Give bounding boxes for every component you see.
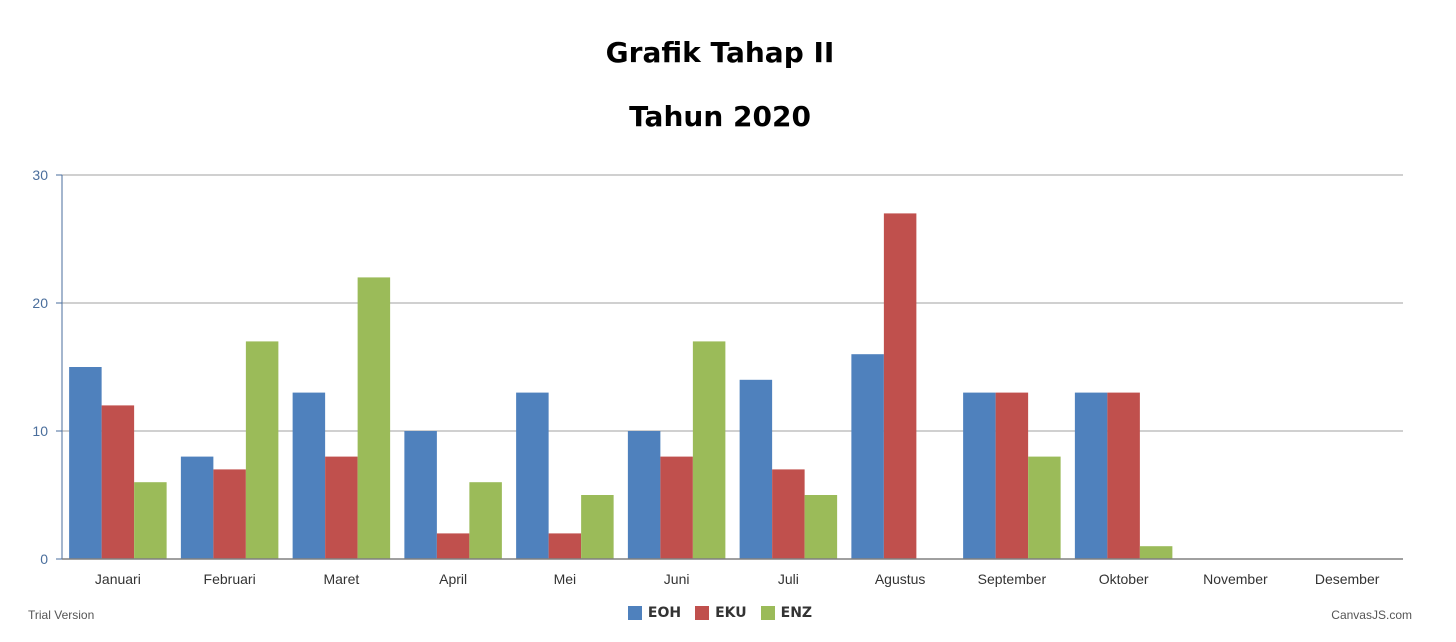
bar-enz: [581, 495, 614, 559]
x-tick-label: Januari: [95, 571, 141, 587]
bar-eoh: [851, 354, 884, 559]
bar-eoh: [739, 379, 773, 559]
bar-eku: [883, 213, 917, 559]
y-tick-label: 0: [40, 551, 48, 567]
y-tick-label: 10: [32, 423, 48, 439]
x-tick-label: Mei: [554, 571, 577, 587]
bar-eoh: [69, 367, 102, 559]
bars: [69, 213, 1173, 559]
legend-swatch: [627, 606, 642, 620]
bar-eoh: [627, 431, 661, 559]
gridlines: [62, 174, 1403, 432]
y-tick-label: 20: [32, 295, 48, 311]
legend-item-enz[interactable]: ENZ: [760, 605, 813, 621]
bar-enz: [469, 482, 502, 559]
legend-label: EKU: [715, 605, 747, 621]
bar-eoh: [404, 431, 437, 559]
bar-eku: [213, 469, 246, 559]
bar-eoh: [516, 392, 549, 559]
bar-enz: [804, 495, 838, 559]
x-tick-label: Juni: [664, 571, 690, 587]
x-tick-label: Agustus: [875, 571, 926, 587]
x-tick-label: September: [978, 571, 1047, 587]
bar-enz: [692, 341, 726, 559]
x-tick-label: Februari: [204, 571, 256, 587]
bar-eku: [325, 456, 358, 559]
bar-eoh: [963, 392, 996, 559]
canvasjs-credit-link[interactable]: CanvasJS.com: [1331, 608, 1412, 622]
legend-label: EOH: [647, 605, 682, 621]
x-tick-label: Juli: [778, 571, 799, 587]
bar-eoh: [180, 456, 214, 559]
bar-eku: [101, 405, 135, 559]
bar-enz: [134, 482, 167, 559]
chart-title: Grafik Tahap II: [605, 36, 835, 69]
legend-label: ENZ: [780, 605, 813, 621]
y-tick-label: 30: [32, 167, 48, 183]
legend-swatch: [695, 606, 710, 620]
x-tick-label: Maret: [323, 571, 359, 587]
legend-item-eku[interactable]: EKU: [695, 605, 747, 621]
bar-eku: [995, 392, 1029, 559]
bar-eku: [436, 533, 470, 559]
bar-eoh: [292, 392, 326, 559]
bar-eku: [772, 469, 805, 559]
legend-item-eoh[interactable]: EOH: [627, 605, 682, 621]
axes: 0 10 20 30 Januari Februari Maret April Mei Juni J…: [32, 167, 1403, 587]
bar-eoh: [1074, 392, 1108, 559]
bar-enz: [357, 277, 391, 559]
bar-eku: [548, 533, 582, 559]
trial-version-label: Trial Version: [28, 608, 95, 622]
bar-eku: [660, 456, 693, 559]
bar-eku: [1107, 392, 1140, 559]
x-tick-label: November: [1203, 571, 1268, 587]
bar-enz: [1028, 456, 1061, 559]
chart-subtitle: Tahun 2020: [629, 100, 811, 133]
x-tick-label: April: [439, 571, 467, 587]
x-tick-label: Oktober: [1099, 571, 1149, 587]
bar-enz: [245, 341, 279, 559]
x-tick-label: Desember: [1315, 571, 1380, 587]
legend-swatch: [760, 606, 775, 620]
bar-enz: [1139, 546, 1173, 559]
legend: EOH EKU ENZ: [0, 605, 1440, 621]
